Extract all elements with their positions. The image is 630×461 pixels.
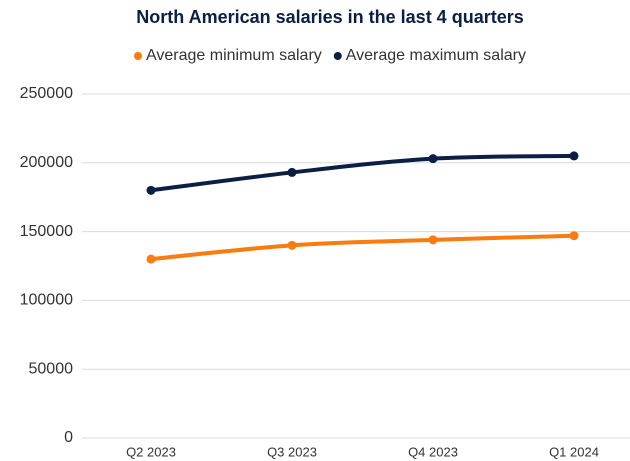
x-tick-label: Q2 2023 <box>126 444 176 459</box>
y-tick-label: 250000 <box>20 85 73 102</box>
y-tick-label: 50000 <box>29 360 74 377</box>
legend-marker <box>333 52 342 60</box>
data-point <box>569 231 579 241</box>
x-tick-label: Q1 2024 <box>549 444 599 459</box>
legend-label: Average minimum salary <box>146 47 322 64</box>
chart-title: North American salaries in the last 4 qu… <box>136 7 523 27</box>
legend: Average minimum salary Average maximum sa… <box>134 47 526 64</box>
y-tick-label: 100000 <box>20 292 73 309</box>
data-point <box>146 254 156 264</box>
y-tick-label: 200000 <box>20 154 73 171</box>
data-point <box>428 235 438 245</box>
x-tick-label: Q4 2023 <box>408 444 458 459</box>
data-point <box>287 167 297 177</box>
data-point <box>428 154 438 164</box>
y-tick-label: 150000 <box>20 223 73 240</box>
data-point <box>569 151 579 161</box>
y-tick-label: 0 <box>64 429 73 446</box>
data-point <box>287 240 297 250</box>
x-tick-label: Q3 2023 <box>267 444 317 459</box>
series-line <box>149 153 576 193</box>
legend-marker <box>134 52 143 60</box>
data-point <box>146 185 156 195</box>
series-line <box>149 233 576 262</box>
legend-label: Average maximum salary <box>346 47 526 64</box>
